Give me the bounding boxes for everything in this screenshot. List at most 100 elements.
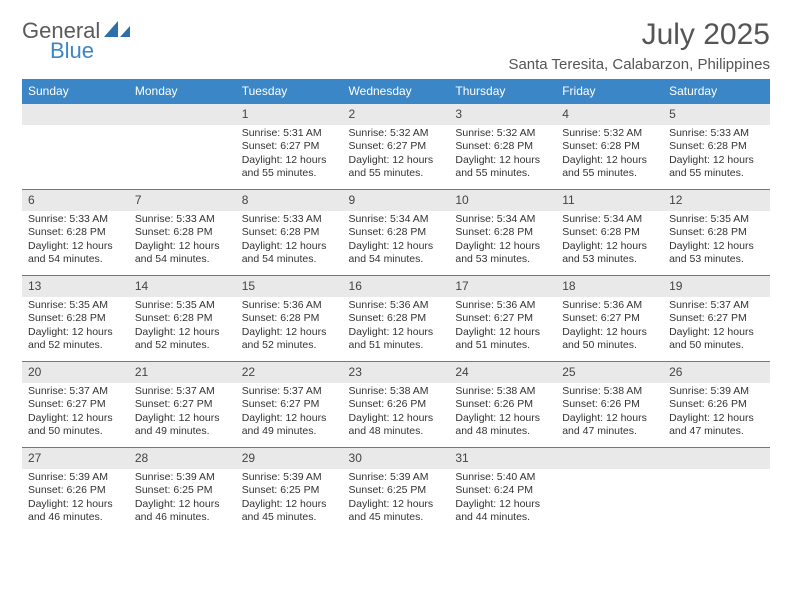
sunset-text: Sunset: 6:27 PM — [28, 398, 123, 411]
day-number-cell: 5 — [663, 104, 770, 126]
day-detail-cell: Sunrise: 5:38 AMSunset: 6:26 PMDaylight:… — [449, 383, 556, 448]
week-number-row: 20212223242526 — [22, 362, 770, 384]
day-number-cell: 31 — [449, 448, 556, 470]
daylight-text: Daylight: 12 hours and 52 minutes. — [28, 326, 123, 353]
week-detail-row: Sunrise: 5:37 AMSunset: 6:27 PMDaylight:… — [22, 383, 770, 448]
daylight-text: Daylight: 12 hours and 54 minutes. — [135, 240, 230, 267]
sunrise-text: Sunrise: 5:36 AM — [455, 299, 550, 312]
day-detail-cell: Sunrise: 5:38 AMSunset: 6:26 PMDaylight:… — [556, 383, 663, 448]
sunset-text: Sunset: 6:27 PM — [669, 312, 764, 325]
sunset-text: Sunset: 6:28 PM — [349, 312, 444, 325]
sunrise-text: Sunrise: 5:33 AM — [669, 127, 764, 140]
weekday-header: Saturday — [663, 79, 770, 104]
day-detail-cell: Sunrise: 5:32 AMSunset: 6:28 PMDaylight:… — [556, 125, 663, 190]
daylight-text: Daylight: 12 hours and 46 minutes. — [28, 498, 123, 525]
day-number-cell: 29 — [236, 448, 343, 470]
location-subtitle: Santa Teresita, Calabarzon, Philippines — [508, 56, 770, 73]
weekday-header: Monday — [129, 79, 236, 104]
sunset-text: Sunset: 6:28 PM — [349, 226, 444, 239]
day-number-cell: 15 — [236, 276, 343, 298]
sunset-text: Sunset: 6:28 PM — [669, 226, 764, 239]
sunset-text: Sunset: 6:28 PM — [28, 312, 123, 325]
daylight-text: Daylight: 12 hours and 49 minutes. — [242, 412, 337, 439]
sunrise-text: Sunrise: 5:39 AM — [28, 471, 123, 484]
weekday-header-row: Sunday Monday Tuesday Wednesday Thursday… — [22, 79, 770, 104]
week-number-row: 13141516171819 — [22, 276, 770, 298]
sunrise-text: Sunrise: 5:35 AM — [669, 213, 764, 226]
header: General Blue July 2025 Santa Teresita, C… — [22, 18, 770, 73]
day-number-cell: 21 — [129, 362, 236, 384]
day-detail-cell: Sunrise: 5:35 AMSunset: 6:28 PMDaylight:… — [663, 211, 770, 276]
title-block: July 2025 Santa Teresita, Calabarzon, Ph… — [508, 18, 770, 73]
daylight-text: Daylight: 12 hours and 55 minutes. — [562, 154, 657, 181]
day-detail-cell: Sunrise: 5:39 AMSunset: 6:25 PMDaylight:… — [343, 469, 450, 533]
daylight-text: Daylight: 12 hours and 47 minutes. — [669, 412, 764, 439]
day-number-cell: 18 — [556, 276, 663, 298]
sunrise-text: Sunrise: 5:32 AM — [562, 127, 657, 140]
day-number-cell: 11 — [556, 190, 663, 212]
sunset-text: Sunset: 6:28 PM — [455, 226, 550, 239]
day-number-cell: 13 — [22, 276, 129, 298]
weekday-header: Tuesday — [236, 79, 343, 104]
sunset-text: Sunset: 6:26 PM — [349, 398, 444, 411]
daylight-text: Daylight: 12 hours and 53 minutes. — [669, 240, 764, 267]
sunrise-text: Sunrise: 5:36 AM — [242, 299, 337, 312]
daylight-text: Daylight: 12 hours and 44 minutes. — [455, 498, 550, 525]
sunset-text: Sunset: 6:27 PM — [562, 312, 657, 325]
day-number-cell: 17 — [449, 276, 556, 298]
sunset-text: Sunset: 6:27 PM — [135, 398, 230, 411]
day-number-cell: 24 — [449, 362, 556, 384]
daylight-text: Daylight: 12 hours and 50 minutes. — [562, 326, 657, 353]
daylight-text: Daylight: 12 hours and 54 minutes. — [28, 240, 123, 267]
day-number-cell: 3 — [449, 104, 556, 126]
brand-logo: General Blue — [22, 18, 132, 64]
weekday-header: Sunday — [22, 79, 129, 104]
sunset-text: Sunset: 6:24 PM — [455, 484, 550, 497]
day-detail-cell: Sunrise: 5:37 AMSunset: 6:27 PMDaylight:… — [22, 383, 129, 448]
day-number-cell: 2 — [343, 104, 450, 126]
day-number-cell: 4 — [556, 104, 663, 126]
sunrise-text: Sunrise: 5:32 AM — [349, 127, 444, 140]
sunrise-text: Sunrise: 5:33 AM — [242, 213, 337, 226]
day-detail-cell: Sunrise: 5:36 AMSunset: 6:28 PMDaylight:… — [343, 297, 450, 362]
day-number-cell: 8 — [236, 190, 343, 212]
sunset-text: Sunset: 6:26 PM — [669, 398, 764, 411]
sunset-text: Sunset: 6:28 PM — [242, 312, 337, 325]
sunrise-text: Sunrise: 5:34 AM — [562, 213, 657, 226]
sunset-text: Sunset: 6:26 PM — [562, 398, 657, 411]
sunrise-text: Sunrise: 5:40 AM — [455, 471, 550, 484]
sunrise-text: Sunrise: 5:35 AM — [135, 299, 230, 312]
daylight-text: Daylight: 12 hours and 54 minutes. — [242, 240, 337, 267]
day-number-cell: 7 — [129, 190, 236, 212]
weekday-header: Thursday — [449, 79, 556, 104]
daylight-text: Daylight: 12 hours and 52 minutes. — [135, 326, 230, 353]
week-detail-row: Sunrise: 5:35 AMSunset: 6:28 PMDaylight:… — [22, 297, 770, 362]
day-number-cell: 26 — [663, 362, 770, 384]
day-number-cell: 10 — [449, 190, 556, 212]
day-number-cell: 6 — [22, 190, 129, 212]
daylight-text: Daylight: 12 hours and 50 minutes. — [669, 326, 764, 353]
daylight-text: Daylight: 12 hours and 54 minutes. — [349, 240, 444, 267]
daylight-text: Daylight: 12 hours and 46 minutes. — [135, 498, 230, 525]
day-detail-cell: Sunrise: 5:37 AMSunset: 6:27 PMDaylight:… — [129, 383, 236, 448]
week-number-row: 6789101112 — [22, 190, 770, 212]
day-detail-cell: Sunrise: 5:34 AMSunset: 6:28 PMDaylight:… — [449, 211, 556, 276]
sunrise-text: Sunrise: 5:39 AM — [669, 385, 764, 398]
day-number-cell: 30 — [343, 448, 450, 470]
daylight-text: Daylight: 12 hours and 52 minutes. — [242, 326, 337, 353]
sunrise-text: Sunrise: 5:35 AM — [28, 299, 123, 312]
sunset-text: Sunset: 6:28 PM — [562, 140, 657, 153]
sunrise-text: Sunrise: 5:39 AM — [349, 471, 444, 484]
sunrise-text: Sunrise: 5:34 AM — [349, 213, 444, 226]
sunset-text: Sunset: 6:27 PM — [242, 140, 337, 153]
day-number-cell: 22 — [236, 362, 343, 384]
day-number-cell: 27 — [22, 448, 129, 470]
sunrise-text: Sunrise: 5:39 AM — [242, 471, 337, 484]
day-detail-cell: Sunrise: 5:36 AMSunset: 6:28 PMDaylight:… — [236, 297, 343, 362]
brand-sail-icon — [104, 21, 132, 39]
sunset-text: Sunset: 6:26 PM — [28, 484, 123, 497]
sunset-text: Sunset: 6:25 PM — [349, 484, 444, 497]
day-detail-cell — [556, 469, 663, 533]
sunrise-text: Sunrise: 5:34 AM — [455, 213, 550, 226]
day-detail-cell: Sunrise: 5:33 AMSunset: 6:28 PMDaylight:… — [663, 125, 770, 190]
